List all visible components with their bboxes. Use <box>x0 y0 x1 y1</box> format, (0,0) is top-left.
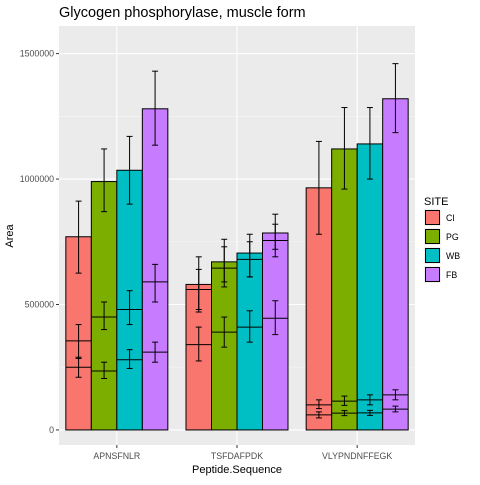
legend-key-fb <box>426 268 440 282</box>
x-tick-label: APNSFNLR <box>93 451 140 461</box>
legend-label: PG <box>446 232 459 242</box>
chart-title: Glycogen phosphorylase, muscle form <box>59 5 306 21</box>
legend-key-wb <box>426 249 440 263</box>
x-axis-label: Peptide.Sequence <box>192 464 282 476</box>
y-tick-label: 0 <box>49 425 54 435</box>
legend-key-pg <box>426 230 440 244</box>
y-axis-label: Area <box>4 224 16 248</box>
bar-fb <box>383 99 409 430</box>
legend-label: FB <box>446 270 457 280</box>
legend-label: CI <box>446 213 455 223</box>
x-tick-label: TSFDAFPDK <box>211 451 263 461</box>
y-tick-label: 1500000 <box>20 49 54 59</box>
bar-pg <box>332 149 358 430</box>
legend-key-ci <box>426 211 440 225</box>
x-tick-label: VLYPNDNFFEGK <box>322 451 392 461</box>
y-tick-label: 1000000 <box>20 174 54 184</box>
legend: SITE CI PG WB FB <box>424 196 460 283</box>
y-tick-label: 500000 <box>25 299 54 309</box>
legend-title: SITE <box>424 196 448 208</box>
bar-wb <box>357 144 383 430</box>
legend-label: WB <box>446 251 460 261</box>
